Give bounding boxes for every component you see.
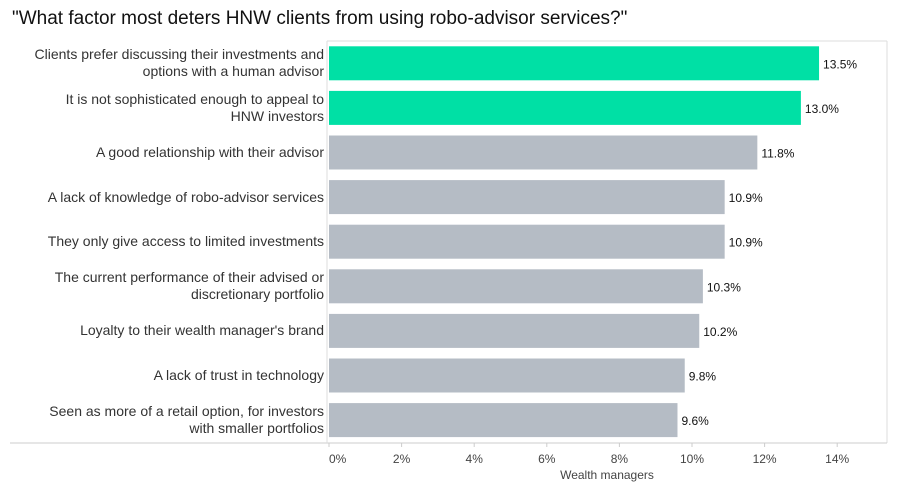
category-label: They only give access to limited investm… (8, 219, 324, 264)
category-label-line: Loyalty to their wealth manager's brand (80, 322, 324, 339)
category-label: The current performance of their advised… (8, 264, 324, 309)
x-axis-label: Wealth managers (560, 468, 654, 482)
bar-value-label: 10.3% (707, 280, 741, 294)
bar-8 (329, 358, 685, 393)
x-tick-label: 2% (393, 452, 411, 466)
category-label: A lack of knowledge of robo-advisor serv… (8, 175, 324, 220)
category-label-line: Clients prefer discussing their investme… (34, 46, 324, 63)
category-label: Loyalty to their wealth manager's brand (8, 309, 324, 354)
bar-3 (329, 135, 758, 170)
category-label: Seen as more of a retail option, for inv… (8, 398, 324, 443)
bar-value-label: 9.8% (689, 370, 717, 384)
chart-title: "What factor most deters HNW clients fro… (12, 8, 628, 29)
category-label-line: options with a human advisor (142, 63, 324, 80)
bar-2 (329, 90, 801, 125)
bar-value-label: 13.0% (805, 102, 839, 116)
x-tick-label: 6% (538, 452, 556, 466)
category-label-line: discretionary portfolio (190, 286, 324, 303)
bar-value-label: 13.5% (823, 57, 857, 71)
bar-value-label: 9.6% (681, 414, 709, 428)
bar-7 (329, 313, 700, 348)
category-label-line: A lack of knowledge of robo-advisor serv… (47, 188, 324, 205)
category-label-line: It is not sophisticated enough to appeal… (65, 90, 324, 107)
x-tick-label: 14% (825, 452, 849, 466)
bar-value-label: 10.2% (703, 325, 737, 339)
category-label-line: Seen as more of a retail option, for inv… (49, 403, 324, 420)
category-label: Clients prefer discussing their investme… (8, 41, 324, 86)
category-label-line: HNW investors (230, 107, 324, 124)
x-tick-label: 0% (329, 452, 347, 466)
x-tick-label: 8% (611, 452, 629, 466)
bar-9 (329, 403, 678, 438)
bar-4 (329, 180, 725, 215)
category-label-line: The current performance of their advised… (54, 269, 324, 286)
bar-6 (329, 269, 703, 304)
category-label: It is not sophisticated enough to appeal… (8, 86, 324, 131)
category-label: A good relationship with their advisor (8, 130, 324, 175)
category-label-line: with smaller portfolios (189, 420, 324, 437)
category-label-line: A good relationship with their advisor (95, 143, 324, 160)
bar-value-label: 10.9% (729, 191, 763, 205)
x-tick-label: 4% (466, 452, 484, 466)
category-label-line: They only give access to limited investm… (47, 233, 324, 250)
bar-1 (329, 46, 820, 81)
x-tick-label: 12% (753, 452, 777, 466)
x-tick-label: 10% (680, 452, 704, 466)
bar-value-label: 10.9% (729, 236, 763, 250)
bar-5 (329, 224, 725, 259)
category-label-line: A lack of trust in technology (153, 366, 324, 383)
bar-value-label: 11.8% (761, 147, 794, 161)
category-label: A lack of trust in technology (8, 353, 324, 398)
